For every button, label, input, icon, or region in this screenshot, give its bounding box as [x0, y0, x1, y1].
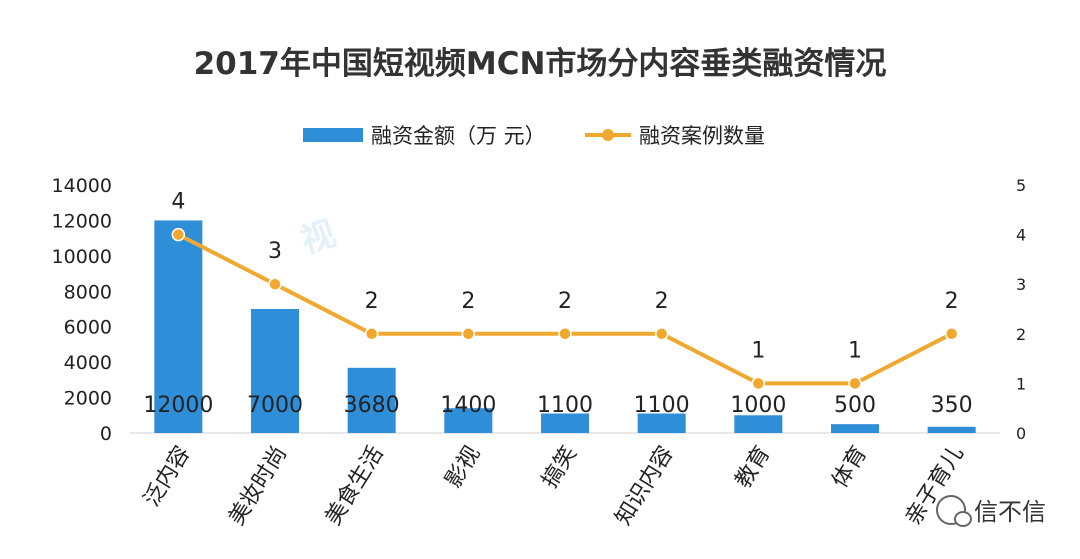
category-label: 美妆时尚: [224, 442, 292, 530]
y-tick-label: 8000: [64, 281, 112, 303]
count-label: 2: [655, 289, 669, 314]
count-label: 1: [751, 338, 765, 363]
bar-value-label: 7000: [247, 393, 303, 418]
bar: [251, 309, 299, 433]
chart-title: 2017年中国短视频MCN市场分内容垂类融资情况: [193, 46, 887, 82]
count-label: 2: [461, 289, 475, 314]
bar: [444, 408, 493, 433]
count-point: [461, 327, 476, 341]
count-point: [558, 327, 572, 341]
y-tick-label: 6000: [64, 317, 112, 339]
legend-item-line: 融资案例数量: [585, 120, 765, 150]
count-label: 2: [945, 289, 959, 314]
count-label: 4: [171, 190, 185, 215]
bar-value-label: 1100: [634, 393, 690, 418]
category-label: 教育: [731, 442, 776, 493]
bar-value-label: 500: [834, 393, 876, 418]
count-label: 2: [558, 289, 572, 314]
bar-value-label: 3680: [344, 393, 400, 418]
bar: [927, 426, 976, 433]
bar-value-label: 1000: [730, 393, 786, 418]
bar-value-label: 1400: [440, 393, 496, 418]
count-point: [944, 327, 959, 341]
y2-tick-label: 1: [1016, 374, 1026, 393]
count-point: [171, 227, 186, 242]
bar-value-label: 350: [931, 393, 973, 418]
category-label: 影视: [441, 442, 486, 493]
y-tick-label: 2000: [64, 388, 112, 410]
y-tick-label: 12000: [52, 210, 112, 232]
legend-bar-swatch: [303, 128, 363, 142]
count-point: [848, 376, 862, 391]
y-tick-label: 10000: [52, 246, 112, 268]
category-label: 体育: [828, 442, 873, 493]
count-label: 1: [848, 338, 862, 363]
y-tick-label: 0: [100, 423, 112, 445]
y2-tick-label: 2: [1016, 325, 1026, 344]
brand: 信不信: [936, 492, 1046, 527]
brand-name: 信不信: [974, 498, 1046, 526]
category-label: 美食生活: [321, 442, 389, 530]
legend-bar-label: 融资金额（万 元）: [371, 124, 546, 148]
y2-tick-label: 4: [1016, 226, 1026, 245]
count-label: 2: [365, 289, 379, 314]
bar-value-label: 1100: [537, 393, 593, 418]
wechat-icon: [936, 494, 972, 527]
count-label: 3: [268, 239, 282, 264]
bar: [637, 413, 686, 433]
bar: [347, 367, 396, 433]
category-label: 知识内容: [611, 442, 679, 530]
bar: [154, 220, 203, 433]
legend-line-label: 融资案例数量: [639, 124, 765, 148]
legend-line-swatch: [585, 129, 631, 141]
bar-value-label: 12000: [143, 393, 213, 418]
count-point: [268, 277, 282, 291]
count-point: [654, 327, 669, 341]
bar: [541, 413, 589, 433]
y-tick-label: 4000: [64, 352, 112, 374]
category-label: 搞笑: [538, 442, 583, 493]
y2-tick-label: 5: [1016, 176, 1026, 195]
legend-item-bars: 融资金额（万 元）: [303, 120, 546, 150]
category-label: 泛内容: [139, 442, 195, 511]
count-point: [364, 327, 379, 341]
y-tick-label: 14000: [52, 175, 112, 197]
bar: [734, 415, 783, 433]
y2-tick-label: 0: [1016, 424, 1026, 443]
bar: [831, 424, 879, 433]
y2-tick-label: 3: [1016, 275, 1026, 294]
count-point: [751, 376, 766, 391]
